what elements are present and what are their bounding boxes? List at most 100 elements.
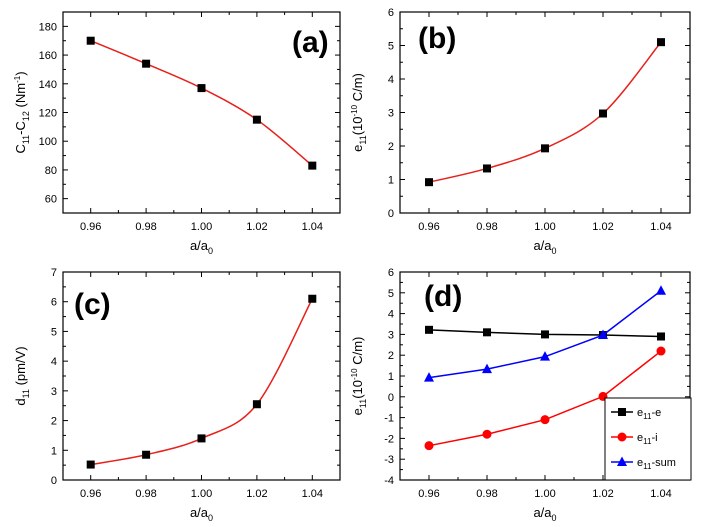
y-tick-label: 7 xyxy=(51,267,57,279)
x-tick-label: 1.00 xyxy=(191,221,212,233)
panel-4: 0.96 0.98 1.00 1.02 1.04 -4 -3 -2 -1 0 1 2 3 4 5 6 a/a0 e… xyxy=(350,267,692,523)
y-axis-label: e11(10-10 C/m) xyxy=(350,337,368,416)
series-line-1 xyxy=(428,41,662,183)
x-tick-label: 1.02 xyxy=(592,221,613,233)
data-point xyxy=(424,441,434,451)
y-tick-label: 1 xyxy=(388,175,394,187)
data-point xyxy=(541,330,549,339)
y-tick-label: 1 xyxy=(51,445,57,457)
y-tick-label: -2 xyxy=(384,433,394,445)
y-tick-label: 2 xyxy=(51,416,57,428)
y-tick-label: 6 xyxy=(388,7,394,19)
y-tick-label: 100 xyxy=(39,136,57,148)
data-point xyxy=(483,328,491,337)
y-tick-label: 3 xyxy=(51,386,57,398)
panel-3: 0.96 0.98 1.00 1.02 1.04 0 1 2 3 4 5 6 7 a/a0 d11 (pm/… xyxy=(13,267,341,523)
x-tick-label: 1.02 xyxy=(592,488,613,500)
x-tick-label: 0.96 xyxy=(80,221,101,233)
y-tick-label: 3 xyxy=(388,329,394,341)
y-axis-label: C11-C12 (Nm-1) xyxy=(13,71,31,153)
data-point xyxy=(86,460,95,469)
data-point xyxy=(425,325,433,334)
legend-label: e11-e xyxy=(637,407,661,421)
x-axis-label: a/a0 xyxy=(190,505,213,523)
x-tick-label: 1.02 xyxy=(246,488,267,500)
x-tick-label: 0.98 xyxy=(135,488,156,500)
y-tick-label: 4 xyxy=(388,309,394,321)
y-tick-label: 5 xyxy=(51,326,57,338)
panel-label: (d) xyxy=(424,280,462,313)
panel-label: (b) xyxy=(418,22,456,55)
data-point xyxy=(656,285,666,295)
data-point xyxy=(482,363,492,374)
y-tick-label: 6 xyxy=(51,297,57,309)
data-point xyxy=(86,36,95,45)
y-tick-label: 180 xyxy=(39,21,57,33)
x-tick-label: 0.98 xyxy=(476,221,497,233)
panel-2: 0.96 0.98 1.00 1.02 1.04 0 1 2 3 4 5 6 a/a0 e11(10-10… xyxy=(350,7,691,256)
y-tick-label: 0 xyxy=(51,475,57,487)
data-point xyxy=(657,332,665,341)
y-tick-label: 6 xyxy=(388,267,394,279)
x-tick-label: 1.04 xyxy=(650,488,671,500)
y-tick-label: 140 xyxy=(39,79,57,91)
y-tick-label: 0 xyxy=(388,392,394,404)
x-tick-label: 1.04 xyxy=(302,488,323,500)
x-axis-label: a/a0 xyxy=(533,238,556,256)
data-point xyxy=(252,115,261,124)
data-point xyxy=(308,294,317,303)
y-tick-label: 160 xyxy=(39,50,57,62)
data-point xyxy=(482,429,492,439)
data-point xyxy=(657,38,665,47)
y-tick-label: 0 xyxy=(388,208,394,220)
data-point xyxy=(142,450,151,459)
y-tick-label: -3 xyxy=(384,454,394,466)
series-line-1 xyxy=(90,298,313,466)
y-tick-label: 2 xyxy=(388,141,394,153)
y-tick-label: -4 xyxy=(384,475,394,487)
x-axis-label: a/a0 xyxy=(533,505,556,523)
x-tick-label: 1.00 xyxy=(191,488,212,500)
x-tick-label: 1.00 xyxy=(534,221,555,233)
data-point xyxy=(656,346,666,356)
data-point xyxy=(541,144,549,153)
y-tick-label: 80 xyxy=(45,165,57,177)
data-point xyxy=(540,415,550,425)
legend-label: e11-sum xyxy=(637,457,676,471)
x-tick-label: 1.02 xyxy=(246,221,267,233)
data-point xyxy=(483,164,491,173)
y-tick-label: 60 xyxy=(45,194,57,206)
data-point xyxy=(252,400,261,409)
y-tick-label: 120 xyxy=(39,108,57,120)
x-tick-label: 0.98 xyxy=(476,488,497,500)
y-axis-label: d11 (pm/V) xyxy=(13,346,31,405)
data-point xyxy=(424,372,434,382)
y-tick-label: 1 xyxy=(388,371,394,383)
data-point xyxy=(599,109,607,118)
panel-label: (c) xyxy=(74,288,111,321)
data-point xyxy=(197,84,206,93)
panel-1: 0.96 0.98 1.00 1.02 1.04 60 80 100 120 140 160 180 a… xyxy=(13,11,341,256)
data-point xyxy=(598,329,608,340)
data-point xyxy=(540,351,550,361)
y-tick-label: 2 xyxy=(388,350,394,362)
x-tick-label: 0.98 xyxy=(135,221,156,233)
x-tick-label: 1.04 xyxy=(302,221,323,233)
legend: e11-e e11-i e11-sum xyxy=(604,397,692,481)
legend-box xyxy=(604,397,692,481)
y-tick-label: 5 xyxy=(388,41,394,53)
x-axis-label: a/a0 xyxy=(190,238,213,256)
series-line-1 xyxy=(90,40,313,167)
legend-marker xyxy=(617,456,627,466)
x-tick-label: 0.96 xyxy=(418,488,439,500)
x-tick-label: 1.00 xyxy=(534,488,555,500)
panel-label: (a) xyxy=(292,26,329,59)
y-tick-label: -1 xyxy=(384,413,394,425)
y-tick-label: 5 xyxy=(388,288,394,300)
y-tick-label: 4 xyxy=(51,356,57,368)
legend-marker xyxy=(618,408,626,416)
y-tick-label: 4 xyxy=(388,74,394,86)
data-point xyxy=(308,161,317,170)
legend-label: e11-i xyxy=(637,432,658,446)
